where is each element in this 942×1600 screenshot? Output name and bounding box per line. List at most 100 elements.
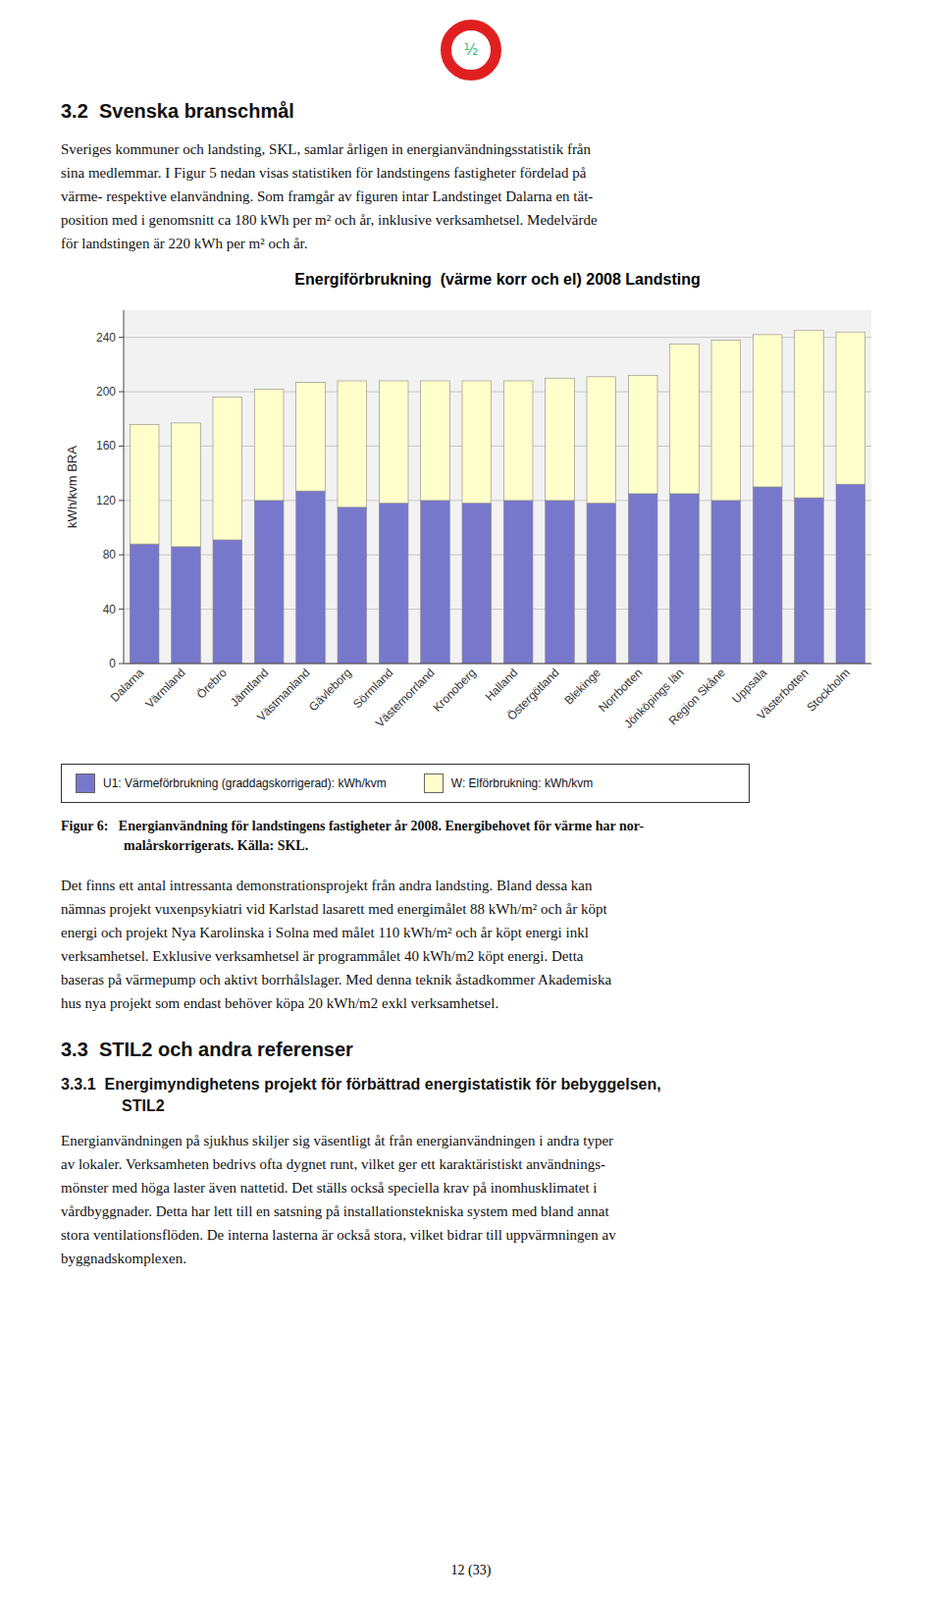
- bar-segment: [212, 539, 243, 664]
- x-tick-label: Region Skåne: [666, 665, 729, 728]
- x-tick-label: Värmland: [142, 665, 188, 711]
- paragraph-line: energi och projekt Nya Karolinska i Soln…: [60, 920, 882, 944]
- y-axis-line: [123, 310, 125, 664]
- y-tick-label: 0: [108, 656, 116, 671]
- y-tick: [118, 554, 124, 556]
- x-tick-label: Västmanland: [254, 665, 313, 724]
- x-tick-label: Blekinge: [562, 665, 605, 708]
- caption-line: malårskorrigerats. Källa: SKL.: [60, 836, 882, 856]
- bar-segment: [628, 493, 658, 664]
- bar-segment: [212, 397, 243, 540]
- bar-segment: [545, 377, 576, 501]
- section-title: 3.3 STIL2 och andra referenser: [60, 1034, 882, 1064]
- grid-line: [123, 663, 872, 665]
- x-tick-label: Stockholm: [803, 665, 853, 715]
- bar-segment: [254, 388, 284, 501]
- paragraph: Det finns ett antal intressanta demonstr…: [60, 873, 882, 1015]
- bar-segment: [670, 493, 700, 664]
- x-tick-label: Jämtland: [227, 665, 271, 709]
- plot-background: [123, 310, 872, 664]
- bar-segment: [503, 380, 533, 501]
- legend-label: W: Elförbrukning: kWh/kvm: [451, 776, 593, 790]
- bar-segment: [586, 376, 617, 504]
- bar-segment: [836, 331, 866, 484]
- header: ½: [60, 19, 882, 81]
- caption-line: Figur 6: Energianvändning för landstinge…: [60, 816, 882, 837]
- x-tick-label: Kronoberg: [429, 665, 479, 715]
- bar-segment: [836, 483, 866, 664]
- chart-title: Energiförbrukning (värme korr och el) 20…: [294, 270, 700, 288]
- bar-segment: [503, 500, 533, 664]
- y-tick-label: 200: [96, 384, 116, 399]
- bar-segment: [711, 500, 741, 664]
- paragraph-line: mönster med höga laster även nattetid. D…: [60, 1175, 882, 1200]
- y-tick: [118, 445, 124, 447]
- bar-segment: [378, 380, 409, 504]
- legend-item: W: Elförbrukning: kWh/kvm: [423, 773, 593, 793]
- x-tick-label: Halland: [482, 665, 522, 704]
- paragraph-line: baseras på värmepump och aktivt borrhåls…: [60, 967, 882, 992]
- x-tick-label: Västernorrland: [372, 665, 438, 731]
- paragraph-line: byggnadskomplexen.: [60, 1246, 882, 1270]
- chart: Energiförbrukning (värme korr och el) 20…: [60, 262, 882, 754]
- paragraph-line: vårdbyggnader. Detta har lett till en sa…: [60, 1199, 882, 1223]
- bar-segment: [752, 334, 783, 487]
- y-tick: [118, 336, 124, 338]
- y-tick-label: 120: [96, 493, 116, 508]
- legend-label: U1: Värmeförbrukning (graddagskorrigerad…: [103, 776, 387, 790]
- x-tick-label: Gävleborg: [306, 665, 355, 714]
- paragraph-line: värme- respektive elanvändning. Som fram…: [60, 184, 882, 209]
- paragraph-line: Det finns ett antal intressanta demonstr…: [60, 873, 882, 897]
- paragraph: Sveriges kommuner och landsting, SKL, sa…: [60, 137, 882, 256]
- paragraph-line: hus nya projekt som endast behöver köpa …: [60, 991, 882, 1015]
- bar-segment: [254, 500, 284, 664]
- y-tick-label: 80: [103, 547, 117, 562]
- bar-segment: [752, 486, 783, 664]
- bar-segment: [337, 507, 367, 664]
- legend: U1: Värmeförbrukning (graddagskorrigerad…: [60, 763, 750, 803]
- x-axis-line: [123, 663, 872, 665]
- paragraph-line: stora ventilationsflöden. De interna las…: [60, 1222, 882, 1247]
- y-tick-label: 40: [103, 602, 117, 617]
- x-tick-label: Uppsala: [729, 665, 770, 706]
- page-number: 12 (33): [0, 1562, 942, 1578]
- bar-segment: [670, 344, 700, 494]
- bars: [129, 330, 865, 664]
- caption: Figur 6: Energianvändning för landstinge…: [60, 816, 882, 856]
- bar-segment: [545, 500, 576, 664]
- bar-segment: [711, 339, 741, 500]
- paragraph: Energianvändningen på sjukhus skiljer si…: [60, 1128, 882, 1270]
- y-tick: [118, 499, 124, 501]
- paragraph-line: verksamhetsel. Exklusive verksamhetsel ä…: [60, 943, 882, 968]
- bar-segment: [586, 503, 617, 664]
- y-tick-label: 240: [96, 330, 116, 345]
- y-axis-label: kWh/kvm BRA: [64, 445, 80, 528]
- paragraph-line: nämnas projekt vuxenpsykiatri vid Karlst…: [60, 896, 882, 921]
- x-tick-label: Örebro: [194, 665, 231, 702]
- bar-segment: [129, 423, 159, 544]
- x-tick-label: Dalarna: [107, 665, 148, 705]
- y-tick: [118, 391, 124, 393]
- bar-segment: [337, 380, 367, 508]
- bar-segment: [378, 503, 409, 664]
- x-tick-label: Östergötland: [504, 665, 562, 723]
- bar-segment: [129, 543, 159, 664]
- bar-segment: [794, 330, 825, 498]
- paragraph-line: Sveriges kommuner och landsting, SKL, sa…: [60, 137, 882, 161]
- section-title: 3.2 Svenska branschmål: [60, 96, 882, 126]
- subsection-title-line: STIL2: [60, 1095, 882, 1117]
- paragraph-line: Energianvändningen på sjukhus skiljer si…: [60, 1128, 882, 1152]
- y-tick: [118, 663, 124, 665]
- bar-segment: [462, 380, 492, 504]
- paragraph-line: av lokaler. Verksamheten bedrivs ofta dy…: [60, 1151, 882, 1176]
- subsection-title: 3.3.1 Energimyndighetens projekt för för…: [60, 1073, 882, 1117]
- bar-segment: [296, 490, 326, 664]
- header-badge: ½: [440, 19, 502, 81]
- bar-segment: [628, 374, 658, 493]
- bar-segment: [462, 503, 492, 664]
- bar-segment: [171, 422, 202, 547]
- bar-segment: [420, 500, 451, 664]
- y-tick-label: 160: [96, 438, 116, 453]
- legend-swatch: [423, 773, 444, 793]
- paragraph-line: position med i genomsnitt ca 180 kWh per…: [60, 208, 882, 232]
